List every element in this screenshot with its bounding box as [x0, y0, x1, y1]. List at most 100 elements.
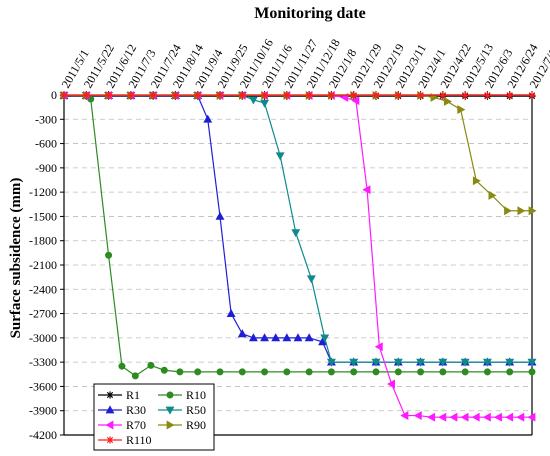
data-point	[483, 91, 492, 99]
data-point	[393, 358, 403, 367]
data-point	[482, 412, 491, 422]
data-point	[417, 368, 425, 376]
data-point	[386, 379, 395, 389]
data-point	[248, 333, 258, 342]
data-point	[427, 412, 436, 422]
y-tick-label: -4200	[29, 428, 57, 442]
data-point	[260, 99, 270, 108]
series-line-R50	[64, 94, 532, 363]
data-point	[105, 251, 113, 259]
data-point	[215, 211, 225, 220]
data-point	[194, 91, 202, 99]
data-point	[449, 412, 458, 422]
data-point	[306, 275, 316, 284]
data-point	[260, 333, 270, 342]
data-point	[517, 206, 526, 216]
data-point	[483, 368, 491, 376]
data-point	[400, 411, 409, 421]
data-point	[457, 105, 466, 115]
data-point	[104, 91, 113, 99]
data-point	[493, 412, 502, 422]
data-point	[238, 91, 246, 99]
data-point	[394, 368, 402, 376]
data-point	[528, 91, 536, 99]
data-point	[349, 358, 359, 367]
data-point	[304, 333, 314, 342]
data-point	[118, 362, 126, 370]
legend-swatch-marker	[105, 420, 114, 430]
legend-label: R110	[126, 433, 152, 447]
y-tick-label: -2700	[29, 307, 57, 321]
data-point	[282, 333, 292, 342]
legend-label: R50	[186, 403, 206, 417]
chart-title: Monitoring date	[254, 5, 366, 22]
data-point	[374, 342, 383, 352]
data-point	[482, 358, 492, 367]
data-point	[505, 358, 515, 367]
legend-label: R70	[126, 418, 146, 432]
axes	[60, 91, 533, 436]
legend-label: R90	[186, 418, 206, 432]
x-tick-labels: 2011/5/12011/5/222011/6/122011/7/32011/7…	[58, 37, 550, 91]
data-point	[216, 368, 224, 376]
data-point	[60, 91, 68, 99]
data-point	[461, 368, 469, 376]
legend-label: R10	[186, 388, 206, 402]
data-point	[350, 368, 358, 376]
data-point	[516, 412, 525, 422]
y-tick-label: -2400	[29, 282, 57, 296]
data-point	[149, 91, 157, 99]
grid	[64, 118, 532, 412]
data-point	[147, 361, 155, 369]
data-point	[238, 368, 246, 376]
data-point	[305, 368, 313, 376]
data-point	[350, 91, 358, 99]
data-point	[505, 412, 514, 422]
data-point	[320, 334, 330, 343]
data-point	[260, 91, 269, 99]
series-R50	[59, 92, 537, 367]
data-point	[461, 91, 469, 99]
data-point	[527, 412, 536, 422]
data-point	[506, 91, 514, 99]
data-point	[271, 333, 281, 342]
legend-label: R30	[126, 403, 146, 417]
data-point	[237, 329, 247, 338]
data-point	[439, 368, 447, 376]
data-point	[216, 91, 224, 99]
legend-swatch-marker	[106, 391, 114, 399]
data-point	[203, 114, 213, 123]
y-tick-label: -3900	[29, 404, 57, 418]
data-point	[293, 333, 303, 342]
y-tick-label: 0	[51, 88, 57, 102]
data-point	[176, 368, 184, 376]
data-point	[443, 97, 452, 106]
data-point	[439, 91, 447, 99]
data-point	[226, 308, 236, 317]
data-point	[472, 176, 481, 186]
data-point	[171, 91, 180, 99]
y-tick-label: -900	[35, 161, 57, 175]
series-R30	[59, 91, 537, 366]
y-tick-label: -1200	[29, 185, 57, 199]
data-point	[283, 91, 291, 99]
data-point	[488, 190, 497, 200]
legend-swatch-marker	[166, 420, 175, 430]
data-point	[326, 358, 336, 367]
y-tick-label: -2100	[29, 258, 57, 272]
y-tick-label: -3000	[29, 331, 57, 345]
data-point	[416, 358, 426, 367]
data-point	[528, 368, 536, 376]
legend: R1 R10 R30 R50 R70 R90 R110	[93, 383, 215, 451]
data-point	[438, 412, 447, 422]
data-point	[394, 91, 402, 99]
legend-swatch-marker	[166, 391, 174, 399]
y-tick-label: -3300	[29, 355, 57, 369]
data-point	[261, 368, 269, 376]
data-point	[305, 91, 313, 99]
data-point	[528, 206, 537, 216]
data-point	[371, 358, 381, 367]
legend-swatch-marker	[105, 405, 115, 414]
data-point	[275, 152, 285, 161]
